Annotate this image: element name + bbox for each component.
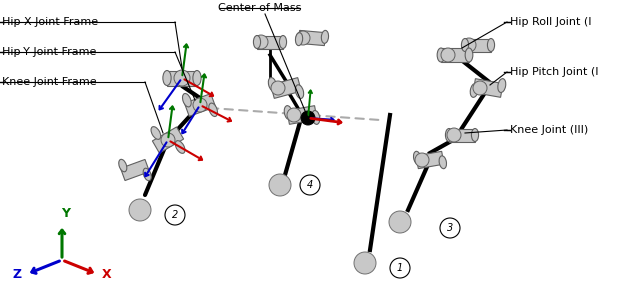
Circle shape: [271, 81, 285, 95]
Text: Knee Joint (III): Knee Joint (III): [510, 125, 588, 135]
Text: 1: 1: [397, 263, 403, 273]
Bar: [185, 94, 215, 116]
Ellipse shape: [119, 159, 127, 172]
Bar: [287, 106, 317, 124]
Circle shape: [193, 98, 207, 112]
Circle shape: [389, 211, 411, 233]
Ellipse shape: [183, 94, 191, 107]
Ellipse shape: [471, 129, 479, 141]
Ellipse shape: [413, 151, 421, 164]
Ellipse shape: [488, 39, 495, 51]
Ellipse shape: [253, 36, 261, 49]
Ellipse shape: [437, 48, 445, 62]
Circle shape: [300, 175, 320, 195]
Bar: [299, 30, 326, 46]
Text: Z: Z: [13, 268, 21, 281]
Ellipse shape: [280, 36, 287, 49]
Circle shape: [269, 174, 291, 196]
Ellipse shape: [498, 79, 506, 92]
Circle shape: [301, 111, 315, 125]
Bar: [167, 71, 197, 85]
Bar: [449, 129, 475, 141]
Circle shape: [441, 48, 455, 62]
Ellipse shape: [268, 78, 277, 91]
Ellipse shape: [470, 84, 478, 97]
Circle shape: [296, 31, 310, 45]
Circle shape: [129, 199, 151, 221]
Bar: [465, 39, 491, 51]
Text: 4: 4: [307, 180, 313, 190]
Bar: [152, 127, 183, 153]
Circle shape: [165, 205, 185, 225]
Ellipse shape: [193, 71, 201, 85]
Text: Y: Y: [62, 207, 71, 220]
Text: 3: 3: [447, 223, 453, 233]
Bar: [120, 159, 149, 181]
Text: Hip Pitch Joint (I: Hip Pitch Joint (I: [510, 67, 598, 77]
Circle shape: [354, 252, 376, 274]
Bar: [257, 36, 283, 49]
Circle shape: [161, 133, 175, 147]
Bar: [441, 48, 469, 62]
Text: Knee Joint Frame: Knee Joint Frame: [2, 77, 96, 87]
Circle shape: [174, 70, 190, 86]
Text: Hip-X Joint Frame: Hip-X Joint Frame: [2, 17, 98, 27]
Circle shape: [447, 128, 461, 142]
Ellipse shape: [312, 111, 320, 124]
Ellipse shape: [295, 85, 304, 98]
Ellipse shape: [465, 48, 473, 62]
Text: 2: 2: [172, 210, 178, 220]
Ellipse shape: [445, 129, 452, 141]
Ellipse shape: [163, 71, 171, 85]
Circle shape: [287, 108, 301, 122]
Circle shape: [473, 81, 487, 95]
Ellipse shape: [209, 103, 217, 116]
Ellipse shape: [439, 156, 447, 169]
Ellipse shape: [284, 106, 292, 119]
Circle shape: [390, 258, 410, 278]
Text: X: X: [102, 268, 112, 281]
Text: Hip Roll Joint (I: Hip Roll Joint (I: [510, 17, 592, 27]
Bar: [473, 79, 503, 97]
Circle shape: [462, 38, 476, 52]
Circle shape: [254, 35, 268, 49]
Ellipse shape: [175, 141, 185, 153]
Ellipse shape: [295, 33, 302, 46]
Ellipse shape: [461, 39, 469, 51]
Text: Center of Mass: Center of Mass: [219, 3, 302, 13]
Ellipse shape: [143, 168, 151, 181]
Bar: [271, 78, 301, 98]
Ellipse shape: [321, 30, 329, 43]
Ellipse shape: [151, 127, 161, 139]
Circle shape: [440, 218, 460, 238]
Bar: [416, 151, 444, 169]
Text: Hip-Y Joint Frame: Hip-Y Joint Frame: [2, 47, 96, 57]
Circle shape: [415, 153, 429, 167]
